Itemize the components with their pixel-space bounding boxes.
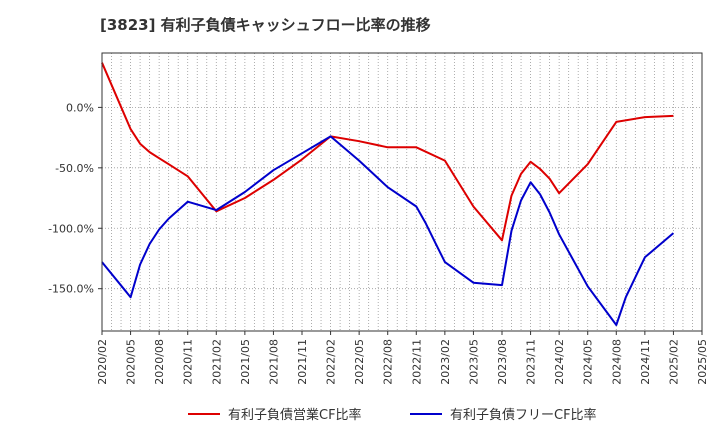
y-tick-label: -150.0% xyxy=(48,283,94,296)
x-tick-label: 2022/08 xyxy=(382,339,395,385)
plot-frame xyxy=(101,52,703,332)
x-tick-label: 2021/05 xyxy=(239,339,252,385)
x-tick-label: 2023/11 xyxy=(525,339,538,385)
x-tick-label: 2023/08 xyxy=(496,339,509,385)
x-tick-label: 2020/05 xyxy=(125,339,138,385)
x-tick-label: 2025/02 xyxy=(667,339,680,385)
x-tick-label: 2023/02 xyxy=(439,339,452,385)
x-tick-label: 2021/02 xyxy=(210,339,223,385)
legend-label-2: 有利子負債フリーCF比率 xyxy=(450,407,597,423)
legend: 有利子負債営業CF比率 有利子負債フリーCF比率 xyxy=(188,407,597,423)
series-line-1 xyxy=(101,62,674,242)
series-line-2 xyxy=(101,135,675,326)
x-tick-label: 2020/11 xyxy=(182,339,195,385)
y-tick-label: 0.0% xyxy=(66,101,94,114)
legend-label-1: 有利子負債営業CF比率 xyxy=(228,407,362,423)
x-tick-label: 2020/02 xyxy=(96,339,109,385)
x-tick-label: 2021/11 xyxy=(296,339,309,385)
grid-lines xyxy=(102,53,702,331)
y-tick-label: -50.0% xyxy=(55,162,94,175)
x-tick-label: 2024/11 xyxy=(639,339,652,385)
x-tick-label: 2021/08 xyxy=(267,339,280,385)
y-tick-label: -100.0% xyxy=(48,222,94,235)
x-tick-label: 2024/08 xyxy=(610,339,623,385)
y-axis-tick-labels: 0.0% -50.0% -100.0% -150.0% xyxy=(48,101,102,296)
x-tick-label: 2022/02 xyxy=(325,339,338,385)
x-tick-label: 2020/08 xyxy=(153,339,166,385)
x-tick-label: 2024/05 xyxy=(582,339,595,385)
x-tick-label: 2023/05 xyxy=(467,339,480,385)
series-lines xyxy=(101,62,675,326)
x-tick-label: 2024/02 xyxy=(553,339,566,385)
x-tick-label: 2025/05 xyxy=(696,339,709,385)
x-tick-label: 2022/11 xyxy=(410,339,423,385)
x-axis-tick-labels: 2020/02 2020/05 2020/08 2020/11 2021/02 2021/… xyxy=(96,331,709,385)
x-tick-label: 2022/05 xyxy=(353,339,366,385)
chart-title: [3823] 有利子負債キャッシュフロー比率の推移 xyxy=(100,16,431,34)
